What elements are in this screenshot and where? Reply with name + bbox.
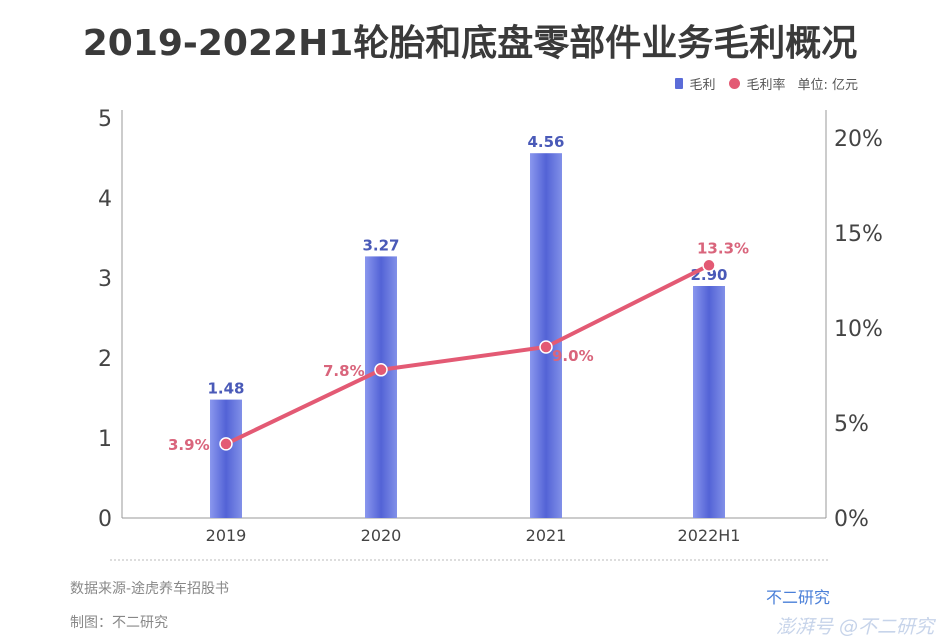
x-tick-label: 2020	[361, 526, 402, 545]
source-note: 数据来源-途虎养车招股书	[70, 581, 230, 597]
left-tick-label: 3	[98, 267, 112, 292]
left-tick-label: 5	[98, 107, 112, 132]
legend-bar-swatch	[675, 78, 684, 89]
line-value-label: 9.0%	[552, 347, 594, 365]
left-tick-label: 2	[98, 347, 112, 372]
brand-logo: 不二研究	[765, 588, 830, 607]
unit-label: 单位: 亿元	[797, 78, 858, 93]
line-point	[374, 363, 388, 377]
right-tick-label: 0%	[834, 507, 869, 532]
line-point	[702, 258, 716, 273]
left-tick-label: 4	[98, 187, 112, 212]
line-value-label: 13.3%	[697, 239, 749, 257]
line-value-label: 7.8%	[323, 362, 365, 380]
chart-title: 2019-2022H1轮胎和底盘零部件业务毛利概况	[82, 23, 858, 64]
legend-bar-label: 毛利	[689, 78, 716, 93]
bar	[530, 153, 562, 518]
legend-line-label: 毛利率	[746, 78, 786, 93]
made-by-note: 制图：不二研究	[70, 615, 168, 631]
line-point	[539, 340, 553, 354]
bar	[693, 286, 725, 518]
left-tick-label: 1	[98, 427, 112, 452]
right-tick-label: 5%	[834, 412, 869, 437]
bar	[365, 256, 397, 518]
x-tick-label: 2022H1	[678, 526, 741, 545]
left-tick-label: 0	[98, 507, 112, 532]
legend: 毛利 毛利率 单位: 亿元	[675, 74, 858, 93]
x-tick-label: 2021	[526, 526, 567, 545]
right-tick-label: 10%	[834, 317, 883, 342]
bar-value-label: 1.48	[207, 380, 244, 398]
line-point	[219, 437, 233, 451]
line-series	[225, 263, 710, 446]
bar-value-label: 4.56	[527, 133, 564, 151]
bar	[210, 399, 242, 518]
right-tick-label: 20%	[834, 127, 883, 152]
x-tick-label: 2019	[206, 526, 247, 545]
watermark: 澎湃号 @不二研究	[775, 616, 934, 638]
bar-value-label: 3.27	[362, 236, 399, 254]
legend-line-swatch	[729, 78, 741, 89]
line-value-label: 3.9%	[168, 436, 210, 454]
right-tick-label: 15%	[834, 222, 883, 247]
